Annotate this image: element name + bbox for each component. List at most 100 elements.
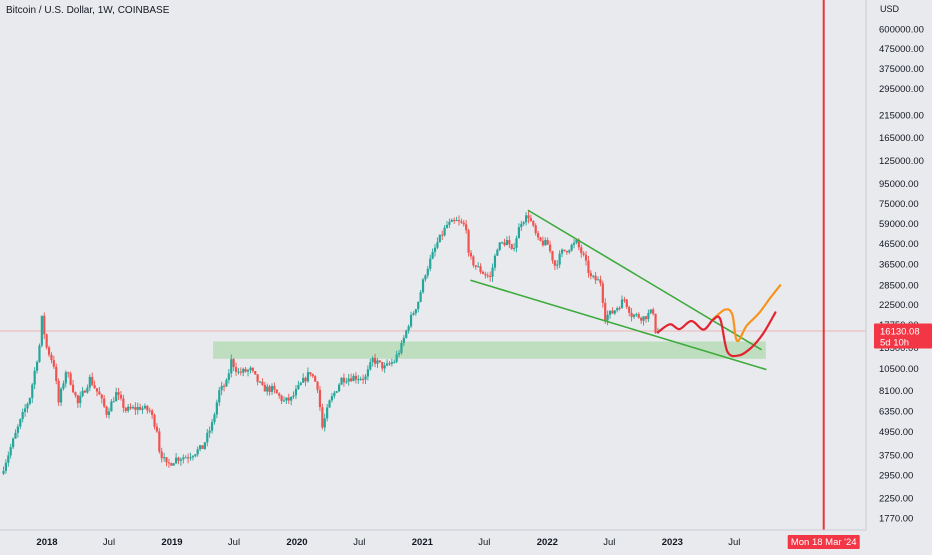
candle-body bbox=[266, 386, 269, 392]
candle-body bbox=[234, 367, 238, 372]
candle-body bbox=[390, 362, 393, 364]
time-axis[interactable] bbox=[0, 529, 932, 550]
candle-body bbox=[206, 432, 209, 443]
candle-body bbox=[105, 406, 108, 415]
x-tick-label: Jul bbox=[728, 537, 740, 548]
candle-body bbox=[558, 253, 561, 265]
support-zone[interactable] bbox=[213, 341, 766, 359]
candle-body bbox=[112, 401, 115, 403]
candle-body bbox=[155, 426, 159, 432]
candle-body bbox=[527, 215, 530, 219]
candle-body bbox=[35, 361, 39, 371]
candle-body bbox=[318, 389, 322, 408]
candle-body bbox=[421, 279, 425, 293]
date-marker-label: Mon 18 Mar '24 bbox=[791, 537, 857, 548]
candle-body bbox=[400, 342, 403, 354]
candle-body bbox=[175, 457, 178, 464]
candle-body bbox=[321, 407, 324, 428]
candle-body bbox=[491, 267, 494, 277]
candle-body bbox=[345, 381, 348, 383]
candle-body bbox=[388, 363, 391, 365]
candle-body bbox=[103, 398, 106, 407]
candle-body bbox=[306, 372, 310, 382]
candle-body bbox=[172, 463, 175, 466]
candle-body bbox=[167, 462, 171, 464]
candle-body bbox=[40, 315, 43, 346]
candle-body bbox=[208, 430, 211, 433]
candle-body bbox=[369, 362, 372, 370]
y-tick-label: 8100.00 bbox=[879, 386, 913, 397]
candle-body bbox=[55, 366, 58, 381]
candle-body bbox=[304, 377, 307, 382]
candle-body bbox=[33, 370, 36, 385]
candle-body bbox=[553, 260, 556, 266]
candle-body bbox=[314, 376, 317, 382]
candle-body bbox=[163, 457, 166, 459]
candle-body bbox=[52, 360, 55, 367]
y-tick-label: 375000.00 bbox=[879, 64, 924, 75]
candle-body bbox=[652, 309, 655, 314]
candle-body bbox=[450, 220, 453, 222]
candle-body bbox=[630, 312, 633, 317]
candle-body bbox=[613, 310, 616, 314]
candle-body bbox=[460, 221, 463, 223]
candle-body bbox=[134, 407, 137, 410]
candle-body bbox=[67, 372, 70, 374]
candle-body bbox=[539, 237, 542, 241]
candle-body bbox=[570, 244, 573, 251]
candle-body bbox=[311, 374, 314, 377]
candle-body bbox=[462, 222, 465, 225]
x-tick-label: Jul bbox=[353, 537, 365, 548]
candle-body bbox=[366, 369, 369, 377]
candle-body bbox=[285, 397, 288, 401]
candle-body bbox=[596, 279, 600, 281]
candle-body bbox=[91, 376, 94, 385]
candle-body bbox=[225, 379, 228, 387]
candle-body bbox=[580, 247, 583, 254]
candle-body bbox=[340, 377, 343, 385]
candle-body bbox=[544, 240, 547, 246]
candle-body bbox=[347, 378, 350, 382]
y-tick-label: 4950.00 bbox=[879, 427, 913, 438]
candle-body bbox=[151, 410, 154, 415]
candle-body bbox=[47, 347, 51, 355]
candle-body bbox=[465, 224, 468, 231]
candle-body bbox=[426, 268, 429, 276]
candle-body bbox=[503, 242, 506, 246]
y-tick-label: 59000.00 bbox=[879, 219, 919, 230]
candle-body bbox=[107, 411, 111, 415]
candle-body bbox=[93, 384, 96, 389]
candle-body bbox=[328, 400, 331, 408]
y-tick-label: 125000.00 bbox=[879, 156, 924, 167]
candle-body bbox=[14, 432, 17, 439]
candle-body bbox=[357, 379, 360, 381]
candle-body bbox=[287, 397, 290, 401]
candle-body bbox=[376, 360, 379, 364]
candle-body bbox=[177, 457, 180, 461]
candle-body bbox=[393, 361, 396, 363]
candle-body bbox=[299, 382, 302, 386]
candle-body bbox=[584, 254, 588, 261]
candle-body bbox=[258, 381, 262, 383]
candle-body bbox=[405, 330, 408, 338]
candle-body bbox=[201, 445, 204, 449]
candle-body bbox=[402, 337, 405, 343]
candle-body bbox=[520, 223, 523, 228]
candle-body bbox=[431, 251, 434, 259]
y-tick-label: 2950.00 bbox=[879, 471, 913, 482]
candle-body bbox=[436, 242, 439, 248]
candle-body bbox=[498, 242, 501, 250]
drawing-layer[interactable] bbox=[470, 0, 825, 532]
x-tick-label: 2021 bbox=[412, 537, 434, 548]
candle-body bbox=[21, 412, 24, 420]
candle-body bbox=[198, 445, 202, 450]
candle-body bbox=[496, 249, 499, 256]
candle-body bbox=[342, 377, 346, 383]
candle-body bbox=[532, 221, 535, 226]
price-axis[interactable] bbox=[865, 0, 932, 550]
candle-body bbox=[275, 389, 278, 394]
y-tick-label: 295000.00 bbox=[879, 84, 924, 95]
candle-body bbox=[26, 403, 29, 409]
